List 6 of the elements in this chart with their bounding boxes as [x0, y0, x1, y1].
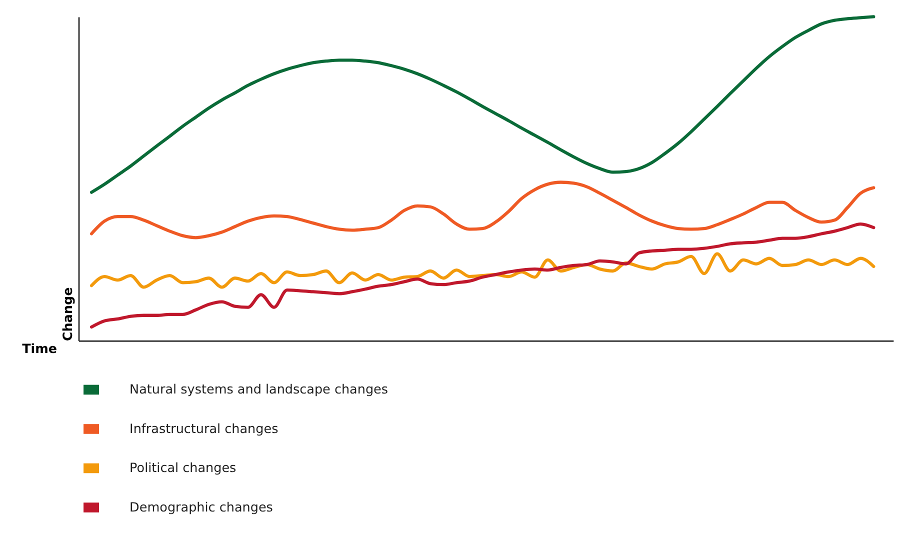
x-axis-title: Time [22, 342, 58, 357]
legend-label: Political changes [130, 461, 237, 476]
legend-label: Infrastructural changes [130, 422, 279, 437]
legend-label: Demographic changes [130, 500, 274, 516]
legend-label: Natural systems and landscape changes [130, 382, 388, 398]
y-axis-title: Change [61, 286, 76, 342]
